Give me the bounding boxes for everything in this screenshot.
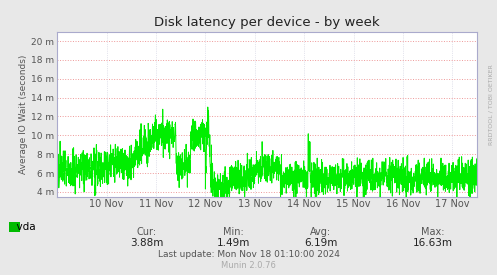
- Text: 1.49m: 1.49m: [217, 238, 250, 248]
- Title: Disk latency per device - by week: Disk latency per device - by week: [155, 16, 380, 29]
- Text: Min:: Min:: [223, 227, 244, 237]
- Text: Munin 2.0.76: Munin 2.0.76: [221, 261, 276, 270]
- Text: Avg:: Avg:: [310, 227, 331, 237]
- Text: 16.63m: 16.63m: [413, 238, 452, 248]
- Text: Cur:: Cur:: [137, 227, 157, 237]
- Text: Last update: Mon Nov 18 01:10:00 2024: Last update: Mon Nov 18 01:10:00 2024: [158, 250, 339, 259]
- Y-axis label: Average IO Wait (seconds): Average IO Wait (seconds): [19, 54, 28, 174]
- Text: RRDTOOL / TOBI OETIKER: RRDTOOL / TOBI OETIKER: [489, 64, 494, 145]
- Text: Max:: Max:: [420, 227, 444, 237]
- Text: vda: vda: [10, 222, 36, 232]
- Text: 3.88m: 3.88m: [130, 238, 164, 248]
- Text: 6.19m: 6.19m: [304, 238, 337, 248]
